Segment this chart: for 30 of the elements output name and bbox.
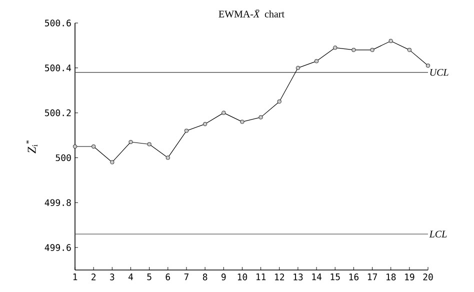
x-tick-label: 14 [312, 274, 322, 280]
ref-line-label: UCL [430, 69, 448, 76]
x-tick-label: 5 [147, 274, 152, 280]
x-tick-label: 12 [275, 274, 284, 280]
y-tick-label: 500.4 [45, 64, 72, 72]
x-tick-label: 17 [368, 274, 377, 280]
x-tick-label: 18 [386, 274, 396, 280]
y-axis-title: Z$_{i}$* [26, 140, 38, 154]
y-tick-label: 499.6 [44, 244, 71, 251]
x-tick-label: 7 [184, 274, 188, 280]
ref-line-label: LCL [429, 230, 447, 238]
x-tick-label: 3 [110, 274, 114, 280]
y-tick-label: 499.8 [44, 199, 71, 206]
x-tick-label: 10 [238, 274, 248, 280]
x-tick-label: 9 [221, 274, 226, 280]
x-tick-label: 15 [330, 274, 340, 280]
x-tick-label: 6 [166, 274, 170, 280]
x-tick-label: 16 [349, 274, 359, 280]
x-tick-label: 2 [92, 274, 96, 280]
x-tick-label: 4 [128, 274, 134, 280]
x-tick-label: 19 [405, 274, 414, 280]
x-tick-label: 1 [73, 274, 78, 280]
y-tick-label: 500 [56, 154, 71, 162]
x-tick-label: 11 [256, 274, 266, 280]
y-tick-label: 500.2 [45, 109, 71, 116]
y-tick-label: 500.6 [45, 20, 71, 26]
x-tick-label: 13 [294, 274, 303, 280]
x-tick-label: 8 [202, 274, 208, 280]
chart-title: EWMA-X̄ chart [218, 10, 284, 18]
x-tick-label: 20 [423, 274, 433, 280]
